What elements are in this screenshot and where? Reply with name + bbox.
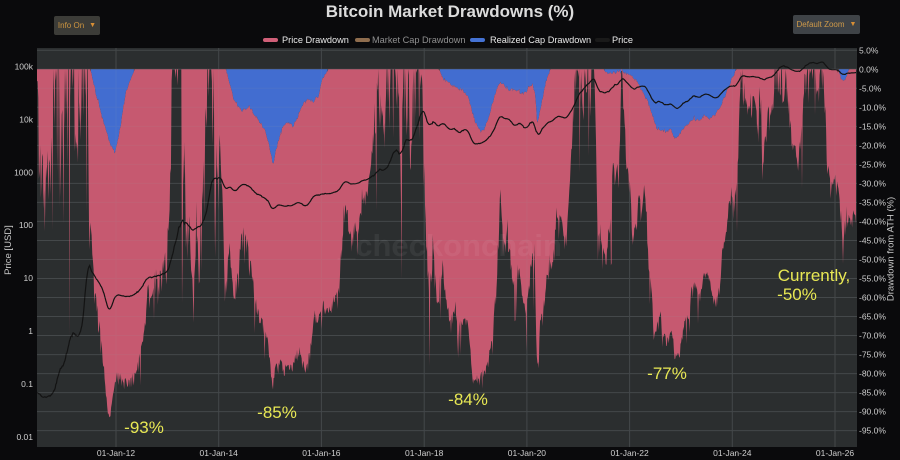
svg-text:01-Jan-24: 01-Jan-24 (713, 448, 752, 458)
svg-text:-77%: -77% (647, 364, 687, 383)
svg-text:0.1: 0.1 (21, 379, 33, 389)
svg-text:-30.0%: -30.0% (859, 178, 886, 188)
svg-text:-25.0%: -25.0% (859, 159, 886, 169)
svg-text:-95.0%: -95.0% (859, 426, 886, 436)
svg-text:Currently,: Currently, (778, 266, 850, 285)
svg-text:-10.0%: -10.0% (859, 102, 886, 112)
svg-text:-85.0%: -85.0% (859, 388, 886, 398)
svg-text:-45.0%: -45.0% (859, 236, 886, 246)
svg-text:-35.0%: -35.0% (859, 197, 886, 207)
svg-text:01-Jan-22: 01-Jan-22 (610, 448, 649, 458)
svg-text:-65.0%: -65.0% (859, 312, 886, 322)
svg-text:Drawdown from ATH (%): Drawdown from ATH (%) (886, 197, 897, 301)
svg-text:Price [USD]: Price [USD] (3, 225, 14, 275)
svg-text:-55.0%: -55.0% (859, 274, 886, 284)
svg-text:01-Jan-26: 01-Jan-26 (816, 448, 855, 458)
svg-text:-5.0%: -5.0% (859, 83, 882, 93)
svg-text:1000: 1000 (14, 167, 33, 177)
svg-text:-70.0%: -70.0% (859, 331, 886, 341)
svg-text:10: 10 (24, 273, 34, 283)
svg-text:-75.0%: -75.0% (859, 350, 886, 360)
svg-text:-60.0%: -60.0% (859, 293, 886, 303)
svg-text:0.0%: 0.0% (859, 64, 879, 74)
svg-text:-80.0%: -80.0% (859, 369, 886, 379)
svg-text:5.0%: 5.0% (859, 45, 879, 55)
svg-text:-85%: -85% (257, 403, 297, 422)
svg-text:1: 1 (28, 326, 33, 336)
svg-text:-50.0%: -50.0% (859, 255, 886, 265)
svg-text:-93%: -93% (124, 418, 164, 437)
svg-text:-40.0%: -40.0% (859, 216, 886, 226)
svg-text:01-Jan-14: 01-Jan-14 (200, 448, 239, 458)
svg-text:01-Jan-12: 01-Jan-12 (97, 448, 136, 458)
svg-text:01-Jan-18: 01-Jan-18 (405, 448, 444, 458)
svg-text:100: 100 (19, 220, 33, 230)
svg-text:-20.0%: -20.0% (859, 140, 886, 150)
svg-text:0.01: 0.01 (16, 432, 33, 442)
svg-text:_checkonchain: _checkonchain (337, 228, 562, 263)
svg-text:01-Jan-16: 01-Jan-16 (302, 448, 341, 458)
svg-text:-15.0%: -15.0% (859, 121, 886, 131)
svg-text:-90.0%: -90.0% (859, 407, 886, 417)
svg-text:01-Jan-20: 01-Jan-20 (508, 448, 547, 458)
svg-text:-50%: -50% (777, 285, 817, 304)
svg-text:10k: 10k (19, 114, 33, 124)
svg-text:100k: 100k (15, 62, 34, 72)
svg-text:-84%: -84% (448, 390, 488, 409)
